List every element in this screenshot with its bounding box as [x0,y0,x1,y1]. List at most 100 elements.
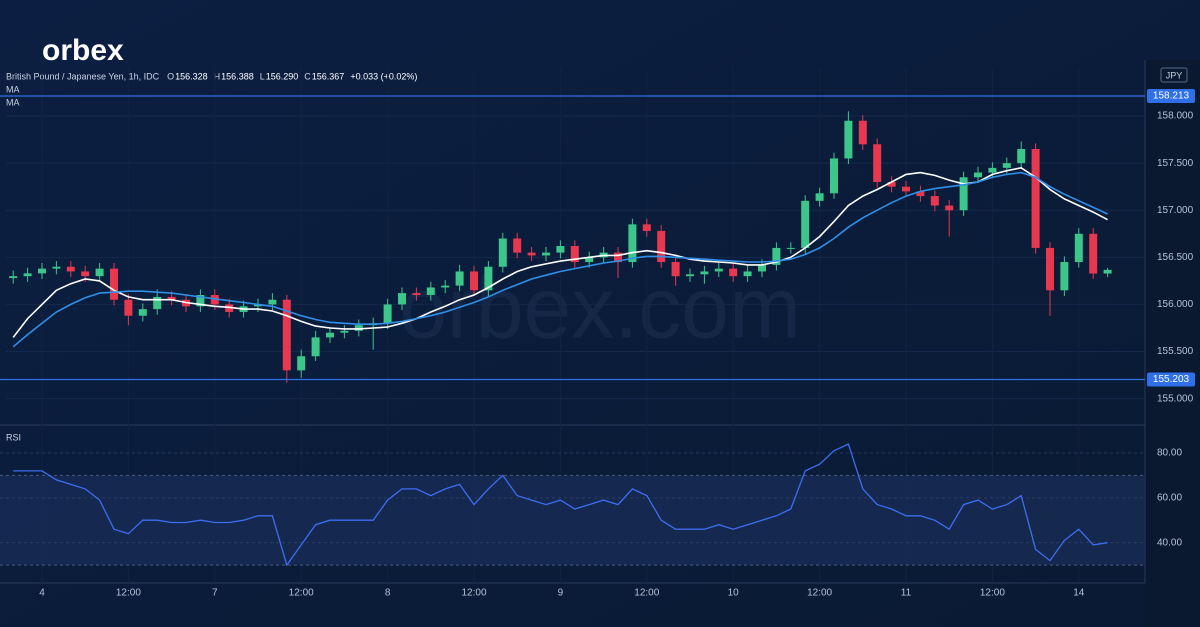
candle-body [570,246,579,263]
x-tick-label: 4 [39,588,45,599]
ohlc-value: +0.033 (+0.02%) [350,71,417,81]
candle-body [1046,247,1054,291]
level-label: 155.203 [1153,374,1190,385]
y-tick-label: 80.00 [1157,448,1182,459]
candle-body [1074,233,1083,263]
candle-body [311,337,320,357]
rsi-band [0,475,1145,566]
candle-body [225,304,234,312]
candle-body [801,200,810,248]
candle-body [282,299,291,371]
x-tick-label: 7 [212,588,218,599]
candle-body [686,274,694,277]
watermark: orbex.com [399,261,801,357]
candle-body [642,224,651,231]
candle-body [844,120,853,159]
axis-panel [1145,60,1200,627]
moving-average [12,166,1108,338]
candle-body [758,264,766,272]
candle-body [585,257,594,263]
candle-body [66,266,75,272]
y-tick-label: 40.00 [1157,537,1182,548]
candle-body [714,268,723,272]
candle-body [542,252,550,256]
candle-body [9,276,18,279]
candle-body [700,271,709,275]
rsi-title: RSI [6,432,21,442]
candle-body [945,205,954,211]
ohlc-label: L [260,71,265,81]
x-tick-label: 11 [901,588,912,599]
indicator-label: MA [6,84,20,94]
x-tick-label: 12:00 [980,588,1005,599]
currency-box [1160,67,1188,83]
candle-body [974,172,982,178]
candle-body [786,247,795,249]
candle-body [167,296,176,300]
candle-body [815,193,824,201]
candle-body [297,356,306,371]
candle-body [441,285,450,288]
y-tick-label: 155.500 [1157,346,1194,357]
candle-body [124,299,133,316]
x-tick-label: 8 [385,588,391,599]
candle-body [383,304,392,324]
ohlc-label: O [167,71,174,81]
level-label: 158.213 [1153,91,1190,102]
candle-body [988,167,997,173]
candle-body [614,252,622,263]
candle-body [830,158,838,194]
candle-body [398,293,406,305]
candle-body [556,246,565,253]
candle-body [412,293,421,296]
y-tick-label: 155.000 [1157,393,1194,404]
candle-body [916,191,925,197]
y-tick-label: 157.500 [1157,158,1194,169]
candle-body [95,268,104,277]
indicator-label: MA [6,97,20,107]
y-tick-label: 156.500 [1157,252,1194,263]
candle-body [110,268,118,300]
x-tick-label: 12:00 [289,588,314,599]
candle-body [1002,163,1011,168]
candle-body [326,332,334,338]
candle-body [513,238,522,253]
ohlc-value: 156.388 [221,71,254,81]
candle-body [52,266,61,269]
candle-body [38,268,46,274]
candle-body [340,330,349,333]
ohlc-label: C [304,71,311,81]
y-tick-label: 158.000 [1157,111,1194,122]
currency: JPY [1166,70,1183,80]
candle-body [1089,233,1098,274]
x-tick-label: 12:00 [461,588,486,599]
candle-body [930,196,939,206]
y-tick-label: 157.000 [1157,205,1194,216]
candle-body [657,230,666,263]
candle-body [772,247,781,265]
ohlc-label: H [214,71,221,81]
candle-body [498,238,507,267]
candle-body [254,304,262,307]
level-tag [1147,88,1195,103]
y-tick-label: 156.000 [1157,299,1194,310]
ohlc-value: 156.367 [312,71,345,81]
ohlc-value: 156.290 [266,71,299,81]
candle-body [138,309,147,316]
candle-body [858,120,867,145]
instrument-title: British Pound / Japanese Yen, 1h, IDC [6,71,160,81]
candle-body [887,181,896,187]
candle-body [426,287,435,296]
candle-body [484,266,493,291]
x-tick-label: 14 [1073,588,1085,599]
x-tick-label: 12:00 [634,588,659,599]
rsi-line [13,443,1108,567]
x-tick-label: 12:00 [807,588,832,599]
candle-body [959,177,968,211]
candle-body [1103,269,1112,274]
candle-body [873,144,882,182]
candle-body [671,262,680,277]
candle-body [628,224,637,263]
candle-body [1031,149,1040,248]
